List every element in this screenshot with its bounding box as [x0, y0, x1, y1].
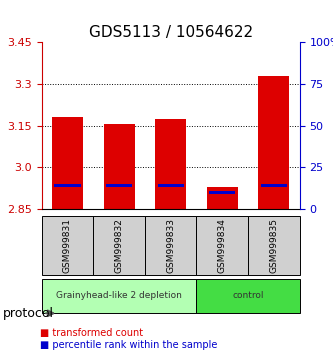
Bar: [54, 184, 81, 187]
Text: GSM999833: GSM999833: [166, 218, 175, 273]
Text: ■ transformed count: ■ transformed count: [40, 328, 143, 338]
Text: GSM999831: GSM999831: [63, 218, 72, 273]
Text: GSM999832: GSM999832: [115, 218, 124, 273]
Text: GSM999835: GSM999835: [269, 218, 278, 273]
FancyBboxPatch shape: [42, 279, 196, 313]
Text: control: control: [232, 291, 264, 301]
Bar: [155, 119, 186, 209]
Bar: [106, 184, 132, 187]
Bar: [207, 187, 238, 209]
Text: protocol: protocol: [3, 307, 54, 320]
Text: Grainyhead-like 2 depletion: Grainyhead-like 2 depletion: [56, 291, 182, 301]
Bar: [52, 118, 83, 209]
FancyBboxPatch shape: [42, 217, 93, 275]
FancyBboxPatch shape: [196, 279, 300, 313]
Bar: [104, 124, 135, 209]
FancyBboxPatch shape: [248, 217, 300, 275]
Text: GSM999834: GSM999834: [218, 218, 227, 273]
Text: ■ percentile rank within the sample: ■ percentile rank within the sample: [40, 340, 217, 350]
Bar: [209, 191, 235, 194]
FancyBboxPatch shape: [196, 217, 248, 275]
FancyBboxPatch shape: [93, 217, 145, 275]
Bar: [158, 184, 184, 187]
Title: GDS5113 / 10564622: GDS5113 / 10564622: [89, 25, 253, 40]
Bar: [261, 184, 287, 187]
Bar: [258, 76, 289, 209]
FancyBboxPatch shape: [145, 217, 196, 275]
